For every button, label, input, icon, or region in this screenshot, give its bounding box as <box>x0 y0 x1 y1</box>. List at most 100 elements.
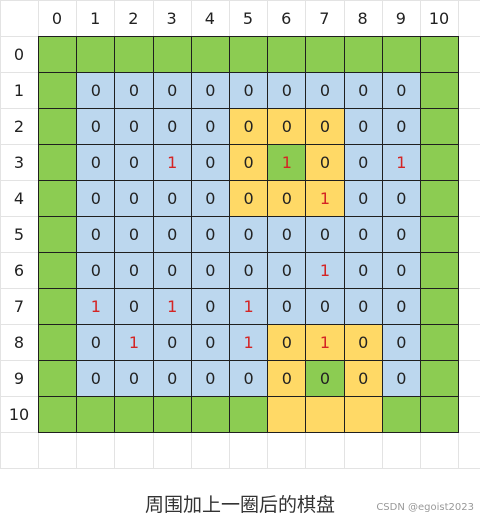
board-cell <box>420 144 460 181</box>
board-cell <box>190 36 230 73</box>
board-cell <box>38 36 78 73</box>
board-cell: 0 <box>114 216 154 253</box>
board-cell <box>152 396 192 433</box>
board-cell <box>420 396 460 433</box>
board-cell <box>420 216 460 253</box>
board-cell: 0 <box>114 144 154 181</box>
board-cell: 0 <box>343 144 383 181</box>
board-cell <box>229 396 269 433</box>
board-cell: 0 <box>305 144 345 181</box>
board-cell: 0 <box>267 324 307 361</box>
board-cell <box>267 36 307 73</box>
col-header: 8 <box>357 8 368 28</box>
board-cell: 0 <box>152 324 192 361</box>
sheet-gridline-h <box>0 468 480 469</box>
board-cell: 0 <box>267 72 307 109</box>
sheet-gridline-h <box>0 0 480 1</box>
row-header: 10 <box>8 404 30 424</box>
board-cell <box>114 36 154 73</box>
board-cell: 0 <box>267 108 307 145</box>
board-cell: 1 <box>305 180 345 217</box>
row-header: 8 <box>13 332 25 352</box>
board-cell: 0 <box>381 288 421 325</box>
board-cell: 0 <box>343 216 383 253</box>
board-cell <box>343 36 383 73</box>
board-cell: 0 <box>381 252 421 289</box>
col-header: 2 <box>128 8 139 28</box>
board-cell: 0 <box>343 360 383 397</box>
board-cell: 1 <box>267 144 307 181</box>
board-cell: 1 <box>114 324 154 361</box>
col-header: 7 <box>319 8 330 28</box>
board-cell: 0 <box>229 216 269 253</box>
board-cell: 1 <box>229 288 269 325</box>
board-cell: 0 <box>152 216 192 253</box>
board-cell <box>381 36 421 73</box>
sheet-gridline-v <box>0 0 1 468</box>
board-cell: 1 <box>152 144 192 181</box>
board-cell: 0 <box>190 180 230 217</box>
board-cell: 1 <box>305 252 345 289</box>
board-cell: 1 <box>305 324 345 361</box>
row-header: 9 <box>13 368 25 388</box>
col-header: 6 <box>281 8 292 28</box>
board-cell: 0 <box>152 180 192 217</box>
col-header: 5 <box>242 8 254 28</box>
board-cell: 0 <box>190 216 230 253</box>
board-cell: 0 <box>190 252 230 289</box>
board-cell: 0 <box>381 324 421 361</box>
board-cell <box>76 396 116 433</box>
board-cell: 0 <box>267 360 307 397</box>
board-cell: 0 <box>381 216 421 253</box>
board-cell: 0 <box>76 144 116 181</box>
board-cell: 0 <box>381 360 421 397</box>
board-cell: 0 <box>267 252 307 289</box>
board-cell <box>38 252 78 289</box>
row-header: 3 <box>13 152 25 172</box>
board-cell <box>38 72 78 109</box>
board-cell: 0 <box>343 288 383 325</box>
board-cell: 0 <box>76 324 116 361</box>
board-cell: 0 <box>267 288 307 325</box>
row-header: 0 <box>13 44 25 64</box>
board-cell: 0 <box>152 252 192 289</box>
board-cell <box>381 396 421 433</box>
board-cell: 0 <box>305 72 345 109</box>
board-cell: 0 <box>381 180 421 217</box>
board-cell <box>229 36 269 73</box>
board-cell: 0 <box>229 252 269 289</box>
board-cell: 0 <box>152 72 192 109</box>
board-cell <box>305 36 345 73</box>
board-cell: 1 <box>229 324 269 361</box>
board-cell: 0 <box>114 360 154 397</box>
caption: 周围加上一圈后的棋盘 <box>144 494 335 516</box>
board-cell <box>420 180 460 217</box>
board-cell: 1 <box>152 288 192 325</box>
watermark: CSDN @egoist2023 <box>376 502 474 513</box>
board-cell: 0 <box>381 108 421 145</box>
board-cell <box>190 396 230 433</box>
board-cell: 0 <box>190 324 230 361</box>
board-cell: 0 <box>76 360 116 397</box>
board-cell <box>420 36 460 73</box>
row-header: 2 <box>13 116 25 136</box>
board-cell: 0 <box>343 72 383 109</box>
board-cell <box>76 36 116 73</box>
board-cell: 0 <box>114 108 154 145</box>
board-cell <box>343 396 383 433</box>
board-cell: 0 <box>114 72 154 109</box>
board-cell: 0 <box>305 288 345 325</box>
board-cell <box>38 396 78 433</box>
board-cell: 0 <box>76 216 116 253</box>
board-cell <box>38 216 78 253</box>
board-cell: 0 <box>114 288 154 325</box>
board-cell <box>114 396 154 433</box>
col-header: 1 <box>90 8 101 28</box>
board-cell: 0 <box>76 108 116 145</box>
board-cell: 0 <box>76 180 116 217</box>
board-cell <box>420 252 460 289</box>
col-header: 3 <box>166 8 177 28</box>
row-header: 6 <box>13 260 25 280</box>
board-cell: 0 <box>343 252 383 289</box>
board-cell: 0 <box>305 360 345 397</box>
